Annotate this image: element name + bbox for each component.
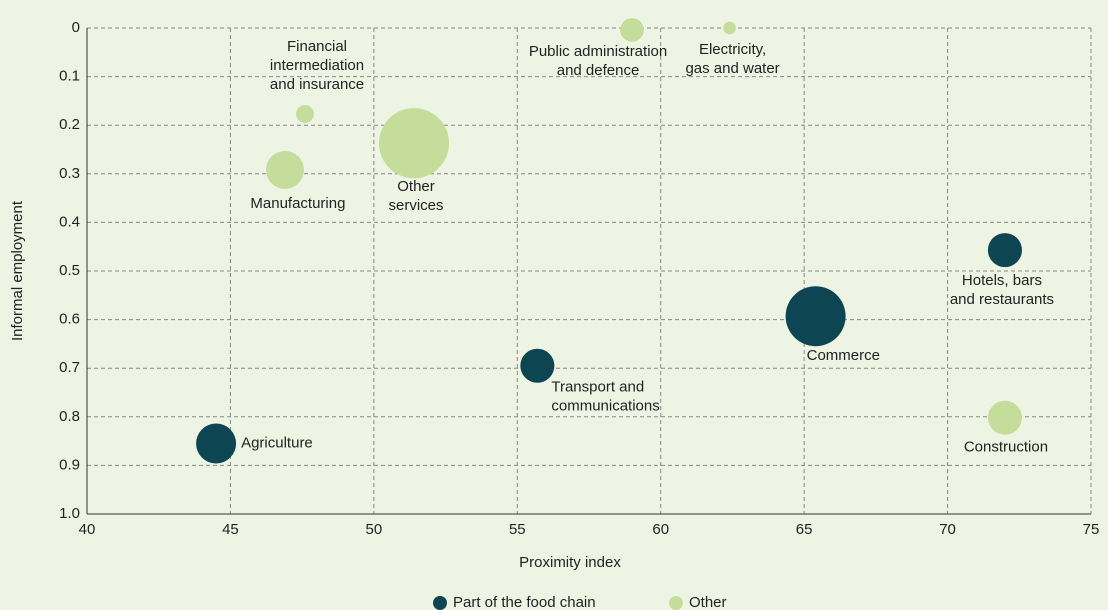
point-label: Transport and	[551, 379, 644, 396]
bubble	[987, 233, 1022, 268]
point-label: Other	[397, 178, 435, 195]
point-label: and insurance	[270, 76, 364, 93]
point-label: Commerce	[807, 347, 880, 364]
point-label: Construction	[964, 439, 1048, 456]
point-label: Financial	[287, 38, 347, 55]
x-tick-label: 55	[509, 521, 526, 538]
y-tick-label: 1.0	[59, 505, 80, 522]
bubble	[723, 21, 736, 35]
y-tick-label: 0.8	[59, 408, 80, 425]
y-tick-label: 0	[72, 19, 80, 36]
point-label: services	[389, 197, 444, 214]
legend-label: Other	[689, 594, 727, 610]
legend-label: Part of the food chain	[453, 594, 596, 610]
point-label: Electricity,	[699, 41, 766, 58]
x-tick-label: 50	[366, 521, 383, 538]
y-tick-label: 0.2	[59, 116, 80, 133]
y-tick-label: 0.6	[59, 311, 80, 328]
legend-marker	[669, 596, 683, 610]
point-label: and defence	[557, 62, 640, 79]
bubble	[378, 108, 450, 179]
legend-marker	[433, 596, 447, 610]
x-axis-label: Proximity index	[519, 554, 621, 571]
y-tick-label: 0.9	[59, 456, 80, 473]
bubble	[785, 286, 846, 347]
x-tick-label: 40	[79, 521, 96, 538]
x-tick-label: 70	[939, 521, 956, 538]
point-label: intermediation	[270, 57, 364, 74]
y-axis-label: Informal employment	[9, 200, 26, 341]
y-tick-label: 0.5	[59, 262, 80, 279]
y-tick-label: 0.1	[59, 68, 80, 85]
x-tick-label: 45	[222, 521, 239, 538]
y-tick-label: 0.4	[59, 213, 80, 230]
point-label: Hotels, bars	[962, 272, 1042, 289]
x-tick-label: 60	[652, 521, 669, 538]
bubble	[987, 400, 1022, 435]
point-label: and restaurants	[950, 291, 1054, 308]
bubble	[265, 150, 304, 189]
y-tick-label: 0.3	[59, 165, 80, 182]
bubble	[296, 105, 314, 123]
x-tick-label: 75	[1083, 521, 1100, 538]
bubble	[520, 348, 555, 383]
x-tick-label: 65	[796, 521, 813, 538]
bubble	[196, 423, 237, 464]
point-label: Public administration	[529, 43, 667, 60]
bubble	[620, 18, 644, 42]
point-label: Agriculture	[241, 434, 313, 451]
point-label: gas and water	[685, 60, 779, 77]
point-label: Manufacturing	[250, 195, 345, 212]
y-tick-label: 0.7	[59, 359, 80, 376]
point-label: communications	[551, 398, 659, 415]
